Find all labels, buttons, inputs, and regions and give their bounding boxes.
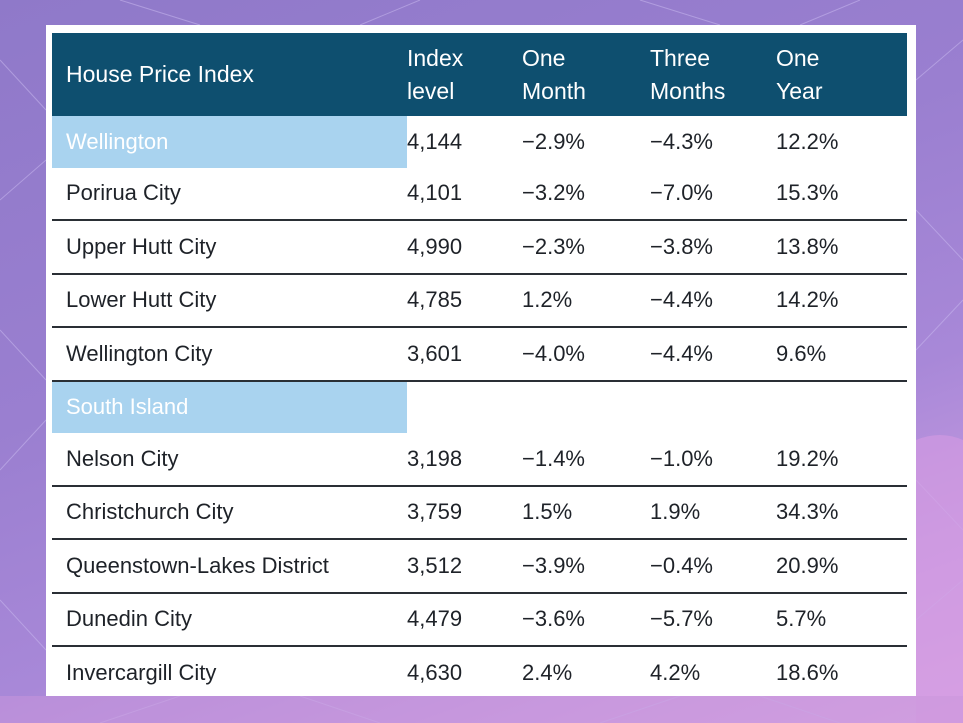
value-cell: 34.3% xyxy=(776,485,907,540)
value-cell: −3.6% xyxy=(522,592,650,647)
value-cell: −4.3% xyxy=(650,128,713,154)
value-cell: −4.4% xyxy=(650,327,776,382)
table-row: Porirua City 4,101 −3.2% −7.0% 15.3% xyxy=(52,167,907,221)
value-cell: 4,785 xyxy=(407,273,522,328)
value-cell: 1.9% xyxy=(650,485,776,540)
value-cell: −3.9% xyxy=(522,539,650,594)
value-cell xyxy=(407,381,522,434)
table-row: Nelson City 3,198 −1.4% −1.0% 19.2% xyxy=(52,433,907,487)
column-header: One Year xyxy=(776,33,907,116)
region-row: South Island xyxy=(52,380,907,434)
city-name: Nelson City xyxy=(52,433,407,487)
value-cell: 3,198 xyxy=(407,433,522,487)
column-header: Three Months xyxy=(650,33,776,116)
table-card: House Price Index Index level One Month Three… xyxy=(46,25,916,696)
value-cell: 5.7% xyxy=(776,592,907,647)
city-name: Lower Hutt City xyxy=(52,273,407,328)
city-name: Queenstown-Lakes District xyxy=(52,539,407,594)
value-cell: −1.0% xyxy=(650,433,776,487)
value-cell: −1.4% xyxy=(522,433,650,487)
value-cell: 4,144 xyxy=(407,128,463,154)
value-cell xyxy=(522,381,650,434)
table-row: Wellington City 3,601 −4.0% −4.4% 9.6% xyxy=(52,327,907,382)
value-cell: −5.7% xyxy=(650,592,776,647)
table-row: Lower Hutt City 4,785 1.2% −4.4% 14.2% xyxy=(52,273,907,328)
column-header: One Month xyxy=(522,33,650,116)
table-row: Christchurch City 3,759 1.5% 1.9% 34.3% xyxy=(52,485,907,540)
value-cell: 4,630 xyxy=(407,646,522,696)
value-cell: 3,512 xyxy=(407,539,522,594)
value-cell: −7.0% xyxy=(650,167,776,221)
value-cell: 3,759 xyxy=(407,485,522,540)
value-cell: −0.4% xyxy=(650,539,776,594)
table-row: Invercargill City 4,630 2.4% 4.2% 18.6% xyxy=(52,646,907,696)
region-label: South Island xyxy=(52,380,407,433)
value-cell: 19.2% xyxy=(776,433,907,487)
value-cell xyxy=(776,381,907,434)
value-cell xyxy=(650,381,776,434)
value-cell: 18.6% xyxy=(776,646,907,696)
city-name: Wellington City xyxy=(52,327,407,382)
city-name: Porirua City xyxy=(52,167,407,221)
house-price-index-table: House Price Index Index level One Month Three… xyxy=(52,33,907,696)
header-row: House Price Index Index level One Month Three… xyxy=(52,33,907,116)
city-name: Christchurch City xyxy=(52,485,407,540)
value-cell: 4,479 xyxy=(407,592,522,647)
city-name: Upper Hutt City xyxy=(52,220,407,275)
value-cell: 12.2% xyxy=(776,128,839,154)
value-cell: −3.8% xyxy=(650,220,776,275)
value-cell: 15.3% xyxy=(776,167,907,221)
value-cell: 13.8% xyxy=(776,220,907,275)
header-title: House Price Index xyxy=(52,33,407,116)
value-cell: 3,601 xyxy=(407,327,522,382)
value-cell: 20.9% xyxy=(776,539,907,594)
column-header: Index level xyxy=(407,33,522,116)
value-cell: −4.0% xyxy=(522,327,650,382)
city-name: Invercargill City xyxy=(52,646,407,696)
value-cell: 4,990 xyxy=(407,220,522,275)
city-name: Dunedin City xyxy=(52,592,407,647)
value-cell: 14.2% xyxy=(776,273,907,328)
table-row: Queenstown-Lakes District 3,512 −3.9% −0.4%… xyxy=(52,539,907,594)
value-cell: 2.4% xyxy=(522,646,650,696)
value-cell: 1.2% xyxy=(522,273,650,328)
value-cell: 4.2% xyxy=(650,646,776,696)
value-cell: 9.6% xyxy=(776,327,907,382)
value-cell: −2.3% xyxy=(522,220,650,275)
table-row: Dunedin City 4,479 −3.6% −5.7% 5.7% xyxy=(52,592,907,647)
value-cell: −3.2% xyxy=(522,167,650,221)
region-row: Wellington 4,144 −2.9% −4.3% 12.2% xyxy=(52,116,907,168)
value-cell: −2.9% xyxy=(522,128,585,154)
value-cell: 4,101 xyxy=(407,167,522,221)
value-cell: 1.5% xyxy=(522,485,650,540)
table-row: Upper Hutt City 4,990 −2.3% −3.8% 13.8% xyxy=(52,220,907,275)
value-cell: −4.4% xyxy=(650,273,776,328)
region-label: Wellington xyxy=(52,116,407,168)
